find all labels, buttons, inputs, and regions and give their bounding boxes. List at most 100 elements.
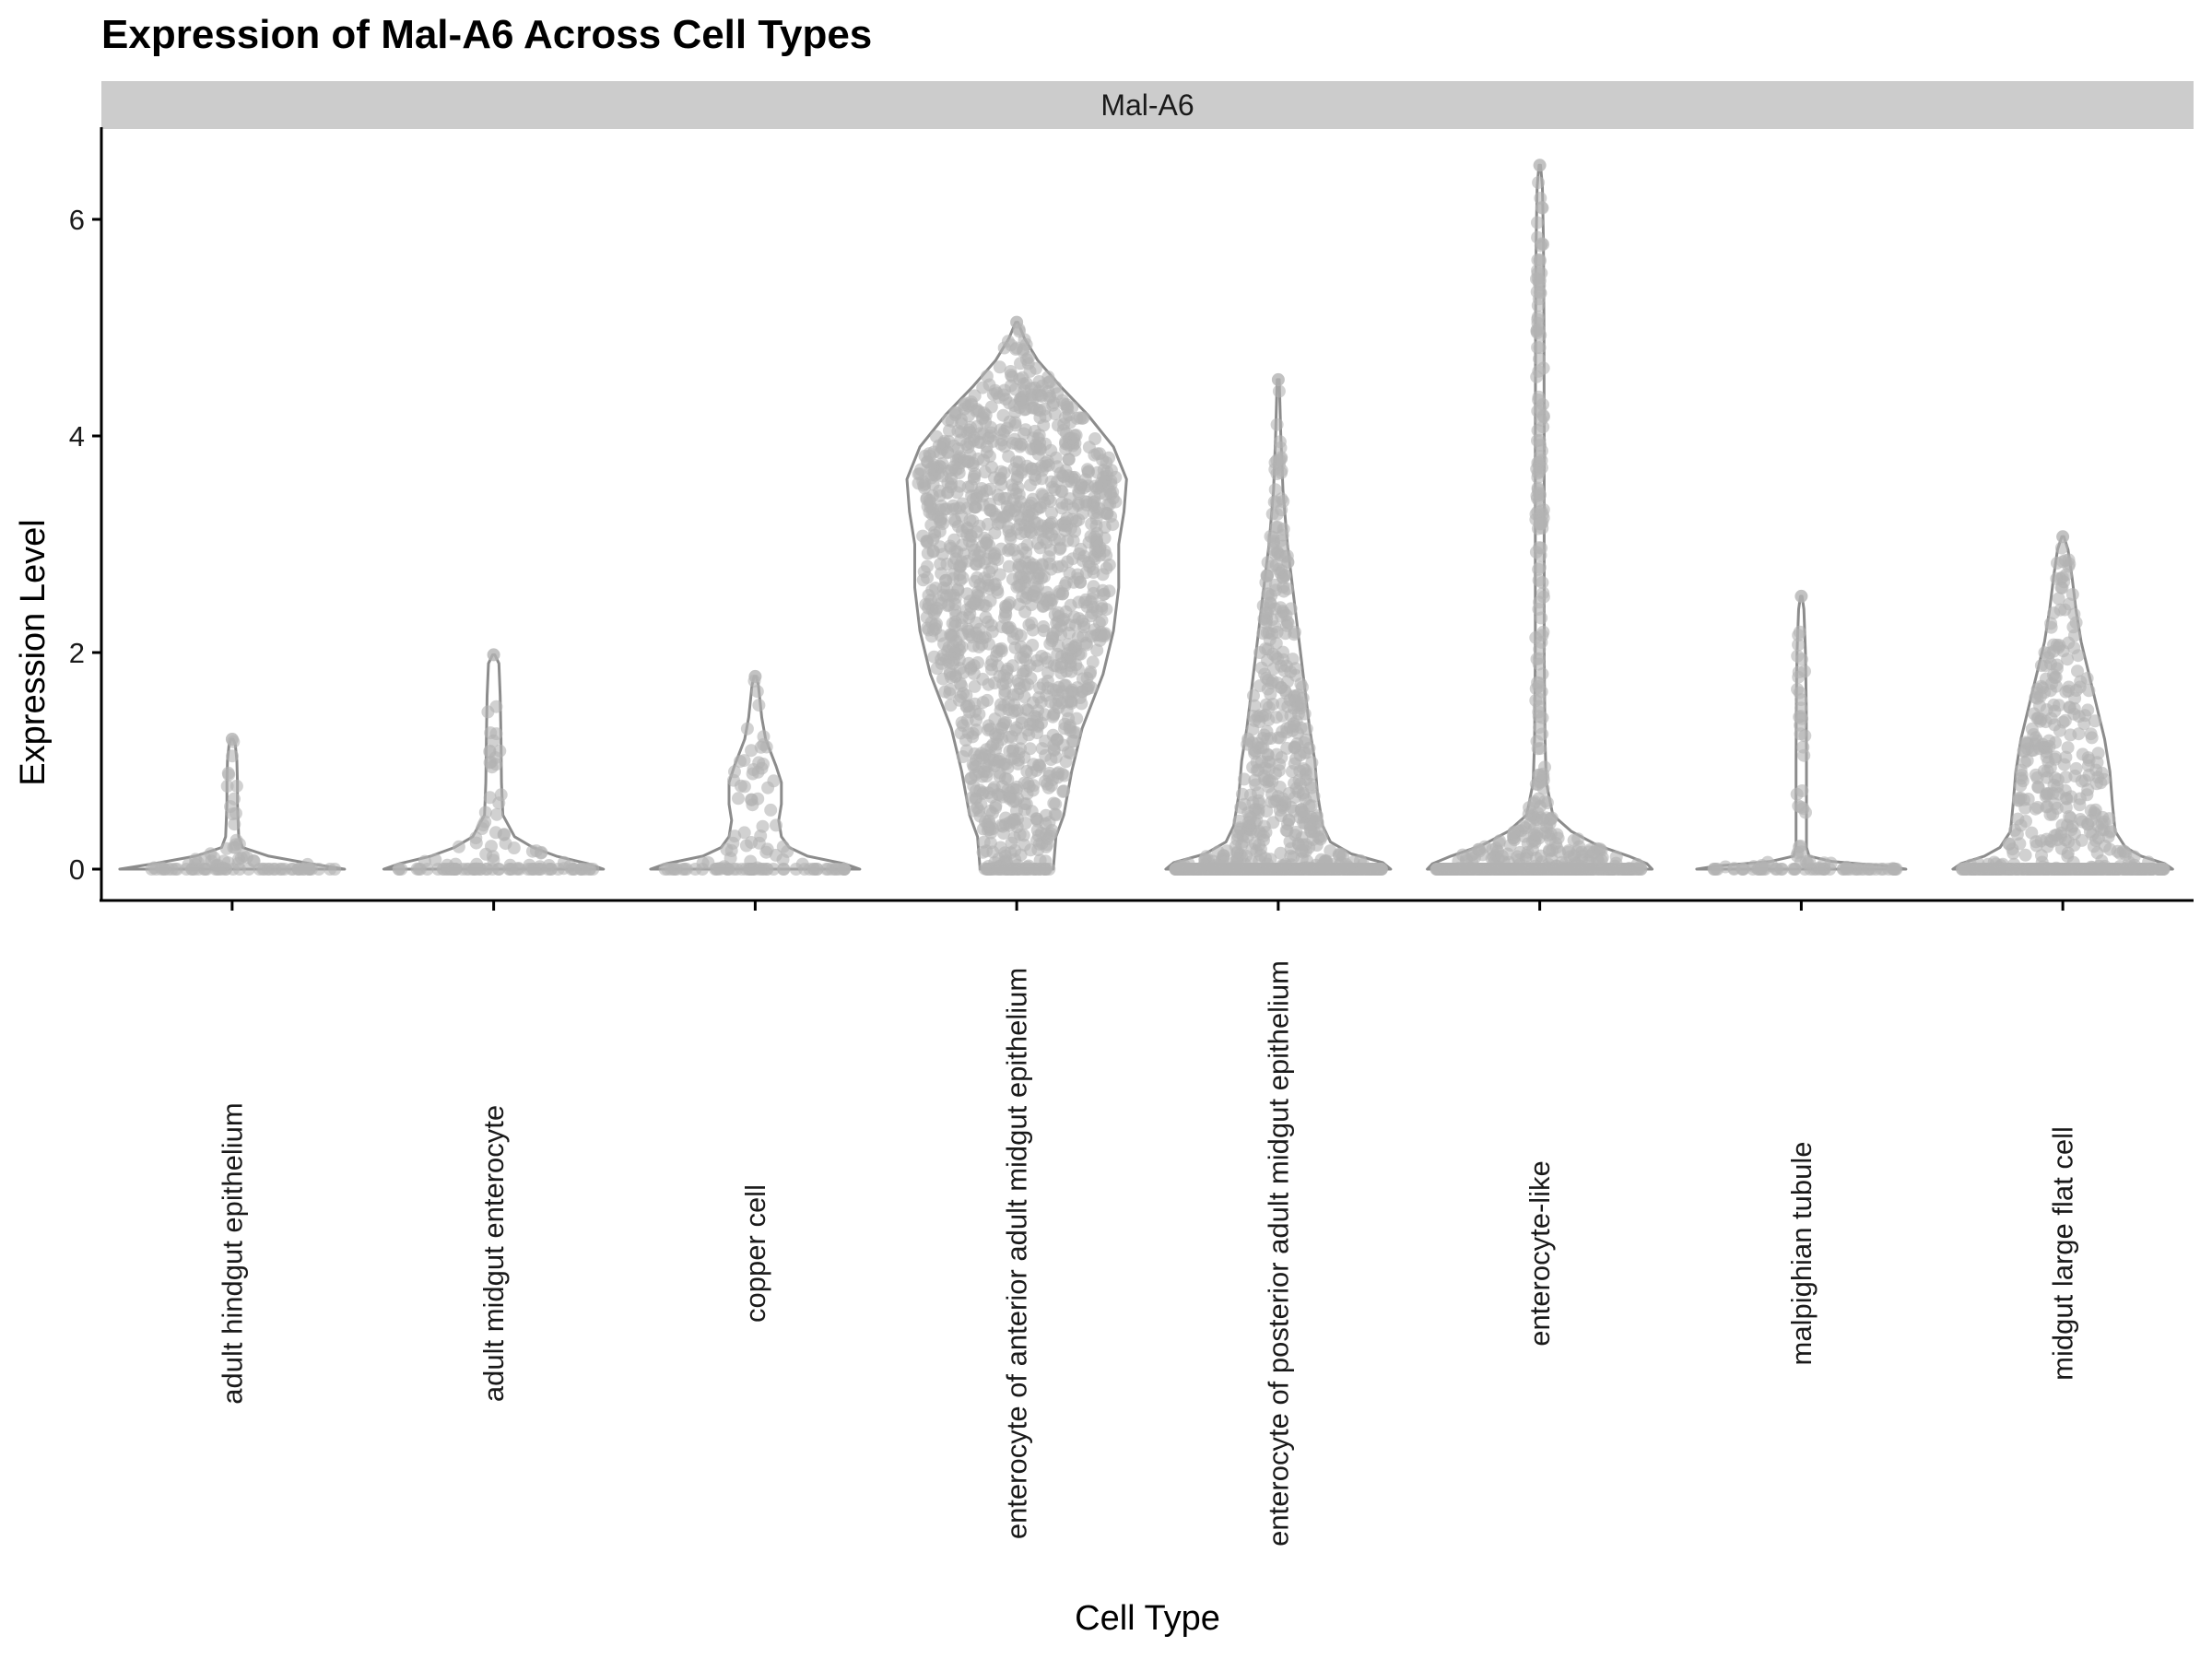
data-point-4-1369 [947, 533, 961, 547]
data-point-3-105 [745, 744, 759, 758]
data-point-4-684 [993, 770, 1006, 783]
data-point-5-854 [1265, 627, 1279, 641]
max-point-2 [487, 648, 500, 662]
data-point-5-899 [1257, 612, 1271, 626]
data-point-4-1245 [1109, 495, 1123, 509]
data-point-8-572 [2046, 668, 2060, 682]
data-point-7-46 [1707, 863, 1721, 876]
data-point-4-445 [1090, 643, 1104, 657]
data-point-4-991 [1045, 516, 1058, 529]
point-layer [145, 159, 2171, 876]
data-point-8-449 [2081, 703, 2095, 717]
data-point-5-875 [1300, 854, 1314, 868]
data-point-5-814 [1260, 569, 1274, 582]
data-point-2-50 [586, 863, 600, 876]
data-point-4-1150 [1034, 696, 1048, 709]
data-point-4-1251 [1008, 641, 1022, 654]
data-point-4-1395 [983, 594, 997, 607]
data-point-6-562 [1538, 794, 1552, 808]
y-tick-label-6: 6 [69, 204, 85, 236]
data-point-4-1140 [1044, 753, 1058, 766]
data-point-4-1386 [984, 618, 998, 632]
data-point-4-1149 [942, 641, 956, 654]
data-point-4-1330 [1002, 524, 1016, 538]
data-point-5-886 [1230, 853, 1243, 866]
data-point-8-518 [2104, 824, 2118, 838]
data-point-5-784 [1296, 680, 1309, 694]
data-point-4-1269 [1055, 496, 1069, 510]
data-point-4-954 [991, 737, 1005, 751]
data-point-4-1291 [1018, 501, 1032, 515]
data-point-8-574 [2069, 761, 2083, 775]
data-point-2-42 [393, 863, 406, 876]
data-point-4-705 [1045, 506, 1058, 520]
data-point-3-86 [754, 830, 768, 842]
data-point-8-559 [2082, 753, 2096, 767]
data-point-4-1308 [1035, 716, 1048, 730]
x-tick-label-1: adult hindgut epithelium [216, 1102, 248, 1404]
data-point-6-596 [1494, 862, 1508, 876]
data-point-5-858 [1333, 858, 1347, 872]
data-point-4-923 [1022, 859, 1035, 873]
data-point-4-1340 [1029, 581, 1042, 594]
y-axis-title: Expression Level [14, 519, 53, 785]
data-point-4-1357 [1065, 475, 1078, 488]
data-point-4-1147 [1061, 534, 1075, 547]
data-point-4-1342 [963, 594, 977, 608]
data-point-8-556 [2067, 707, 2081, 721]
data-point-4-602 [1064, 747, 1077, 759]
data-point-6-578 [1550, 828, 1564, 841]
data-point-2-108 [507, 841, 521, 854]
data-point-5-822 [1286, 653, 1300, 666]
data-point-4-1163 [1095, 614, 1109, 628]
data-point-3-24 [658, 863, 672, 876]
data-point-5-852 [1318, 854, 1332, 868]
data-point-4-1362 [976, 498, 990, 512]
data-point-5-830 [1250, 844, 1264, 858]
data-point-4-1346 [926, 460, 940, 474]
data-point-5-748 [1270, 508, 1284, 522]
data-point-8-509 [2033, 699, 2046, 712]
data-point-4-579 [1029, 473, 1042, 487]
data-point-6-407 [1531, 216, 1544, 229]
data-point-4-1223 [947, 460, 960, 474]
data-point-7-77 [1747, 860, 1760, 874]
data-point-5-870 [1306, 832, 1320, 846]
data-point-8-526 [2003, 837, 2017, 851]
facet-label: Mal-A6 [1100, 88, 1194, 122]
data-point-8-567 [2051, 556, 2064, 570]
data-point-3-80 [713, 862, 727, 876]
data-point-3-95 [737, 826, 751, 840]
data-point-2-83 [557, 862, 571, 876]
data-point-2-101 [429, 853, 442, 866]
data-point-4-1193 [974, 797, 988, 811]
data-point-4-1315 [990, 386, 1004, 400]
chart-title: Expression of Mal-A6 Across Cell Types [101, 12, 872, 57]
data-point-4-1378 [1056, 423, 1070, 437]
data-point-7-85 [1769, 862, 1783, 876]
data-point-5-639 [1284, 602, 1298, 616]
data-point-5-877 [1260, 671, 1273, 685]
data-point-7-99 [1792, 638, 1806, 652]
data-point-3-98 [757, 758, 770, 771]
data-point-4-1236 [1013, 372, 1027, 386]
data-point-8-599 [2088, 714, 2101, 728]
data-point-8-580 [2007, 857, 2021, 871]
data-point-4-1232 [982, 818, 996, 831]
data-point-4-981 [943, 667, 957, 681]
data-point-3-91 [701, 856, 715, 869]
data-point-4-1154 [1041, 674, 1054, 688]
data-point-7-93 [1791, 683, 1805, 696]
data-point-4-1026 [976, 672, 990, 686]
data-point-8-549 [2043, 761, 2057, 774]
data-point-7-89 [1840, 860, 1853, 874]
data-point-4-708 [1050, 808, 1063, 822]
data-point-4-1312 [1001, 621, 1015, 635]
data-point-6-589 [1608, 859, 1622, 873]
data-point-4-1075 [1084, 629, 1098, 643]
data-point-8-561 [2035, 855, 2049, 869]
data-point-5-861 [1272, 562, 1286, 576]
data-point-4-1184 [1086, 655, 1100, 669]
data-point-4-1106 [1089, 512, 1103, 525]
data-point-4-733 [917, 565, 931, 579]
